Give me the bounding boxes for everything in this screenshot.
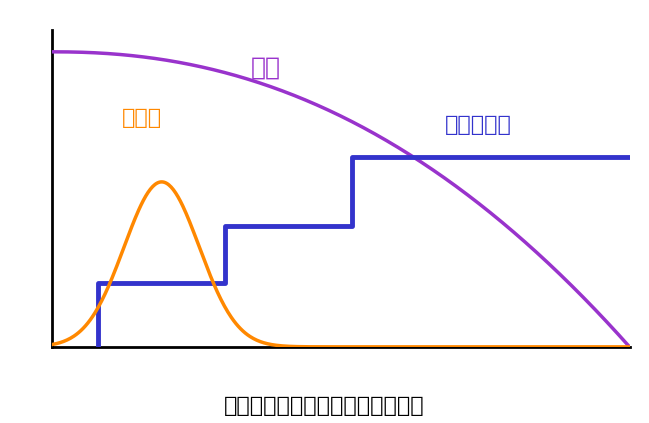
Text: 薬の投与量: 薬の投与量 — [445, 115, 511, 135]
Text: 副作用: 副作用 — [121, 108, 162, 129]
Text: 症状: 症状 — [251, 56, 280, 80]
Text: 薬の投与量と症状・副作用の推移: 薬の投与量と症状・副作用の推移 — [224, 396, 425, 416]
